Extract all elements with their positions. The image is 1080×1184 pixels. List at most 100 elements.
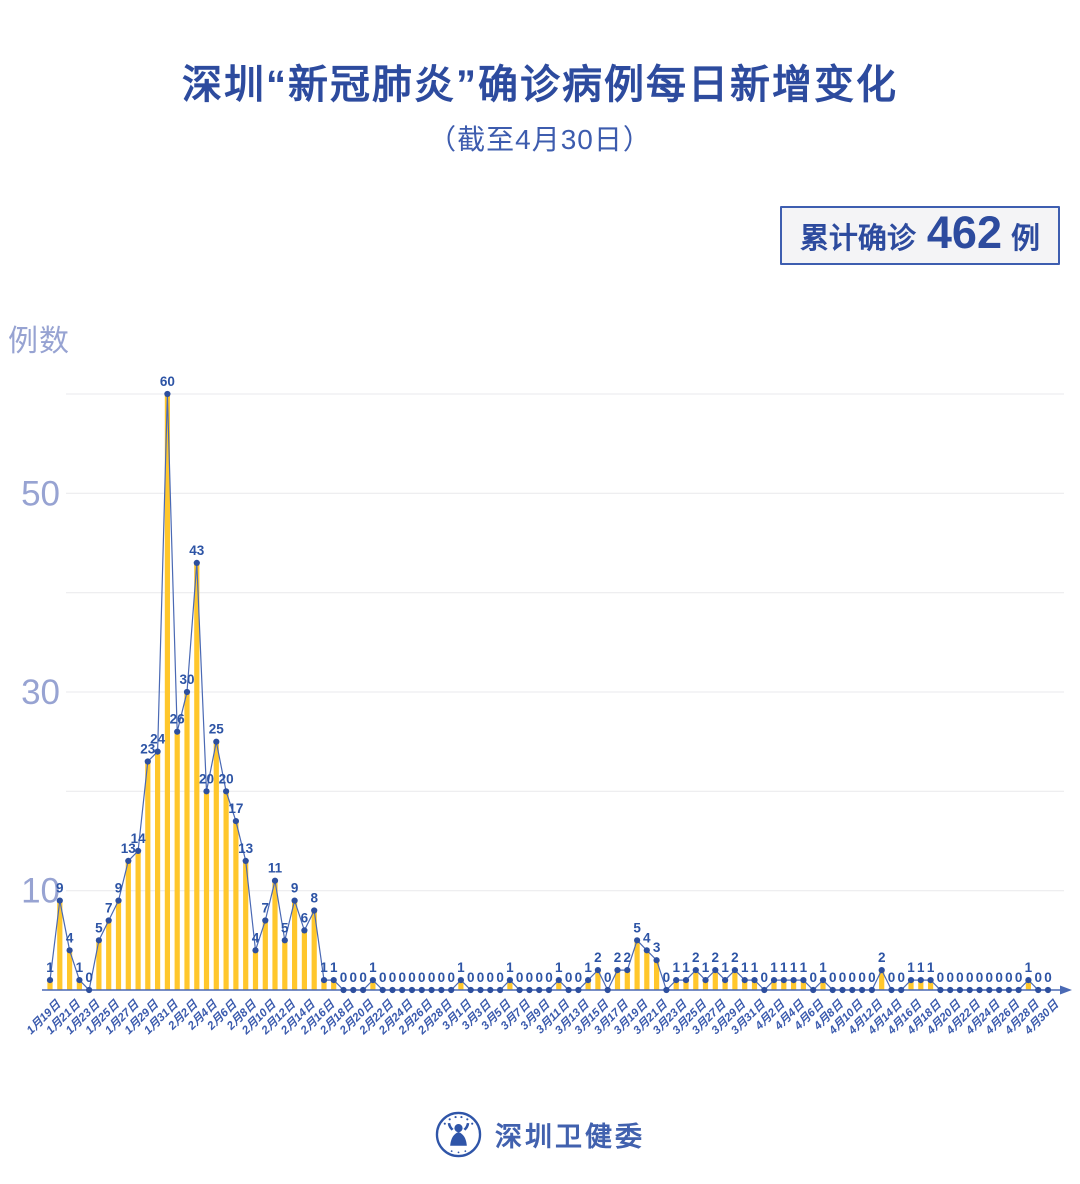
data-point (301, 927, 308, 934)
data-point (917, 977, 924, 984)
daily-new-cases-chart: 1030501941057913142324602630432025201713… (21, 374, 1072, 1038)
value-label: 0 (868, 970, 876, 985)
value-label: 0 (389, 970, 397, 985)
value-labels: 1941057913142324602630432025201713471159… (46, 374, 1052, 985)
value-label: 0 (966, 970, 974, 985)
data-point (722, 977, 729, 984)
value-label: 0 (340, 970, 348, 985)
value-label: 2 (692, 950, 700, 965)
value-label: 1 (369, 960, 377, 975)
value-label: 1 (741, 960, 749, 975)
bar (800, 980, 806, 990)
data-point (76, 977, 83, 984)
data-point (770, 977, 778, 984)
y-tick-label: 30 (21, 673, 60, 712)
data-point (320, 977, 328, 984)
value-label: 20 (199, 771, 214, 786)
bar (370, 980, 376, 990)
bar (243, 860, 249, 990)
data-points (46, 390, 1052, 994)
data-point (135, 847, 142, 855)
value-label: 1 (702, 960, 710, 975)
value-label: 1 (320, 960, 328, 975)
data-point (614, 967, 621, 974)
value-label: 1 (721, 960, 729, 975)
bar (331, 980, 337, 990)
data-point (193, 559, 200, 566)
data-point (594, 967, 602, 974)
value-label: 0 (526, 970, 534, 985)
data-point (86, 986, 93, 994)
y-axis-tick-labels: 10 30 50 (21, 474, 60, 910)
data-point (223, 788, 230, 795)
value-label: 1 (1025, 960, 1033, 975)
value-label: 1 (682, 960, 690, 975)
data-point (1025, 977, 1032, 984)
value-label: 1 (819, 960, 827, 975)
data-point (164, 390, 171, 398)
value-label: 13 (121, 841, 137, 856)
bar (702, 980, 709, 990)
value-label: 23 (140, 742, 156, 757)
value-label: 0 (350, 970, 358, 985)
value-label: 0 (888, 970, 896, 985)
bar (194, 562, 200, 990)
value-label: 13 (238, 841, 254, 856)
data-point (673, 977, 680, 984)
value-label: 0 (604, 970, 612, 985)
bar (732, 970, 738, 990)
value-label: 0 (516, 970, 524, 985)
value-label: 0 (487, 970, 495, 985)
data-point (986, 986, 993, 994)
data-point (428, 986, 435, 994)
bar (106, 920, 112, 990)
value-label: 5 (281, 920, 289, 935)
data-point (624, 967, 631, 974)
bar (624, 970, 630, 990)
data-point (262, 917, 269, 924)
value-label: 1 (770, 960, 778, 975)
data-point (467, 986, 474, 994)
value-label: 0 (467, 970, 475, 985)
data-point (800, 977, 807, 984)
value-label: 0 (986, 970, 994, 985)
bar (742, 980, 748, 990)
value-label: 11 (268, 861, 283, 876)
value-label: 2 (731, 950, 739, 965)
cumulative-confirmed-badge: 累计确诊 462 例 (779, 206, 1060, 265)
value-label: 1 (790, 960, 798, 975)
value-label: 1 (917, 960, 925, 975)
data-point (878, 967, 885, 974)
bar (135, 850, 141, 990)
data-point (360, 986, 367, 994)
value-label: 3 (653, 940, 661, 955)
data-point (497, 986, 504, 994)
data-point (692, 967, 699, 974)
footer: 深圳卫健委 (0, 1104, 1080, 1164)
value-label: 0 (829, 970, 837, 985)
bar (311, 910, 317, 990)
value-label: 1 (780, 960, 788, 975)
data-point (408, 986, 416, 994)
data-point (555, 977, 562, 984)
data-point (780, 977, 787, 984)
value-label: 0 (496, 970, 504, 985)
bar (57, 900, 63, 990)
value-label: 60 (160, 374, 175, 389)
footer-org-name: 深圳卫健委 (495, 1121, 645, 1152)
value-label: 6 (301, 910, 309, 925)
bar (223, 791, 229, 990)
bar (908, 980, 914, 990)
bar (791, 980, 797, 990)
data-point (330, 977, 337, 984)
bar (712, 970, 718, 990)
bar (722, 980, 728, 990)
value-label: 0 (937, 970, 945, 985)
value-label: 17 (228, 801, 243, 816)
bar (282, 940, 288, 990)
data-point (487, 986, 494, 994)
bar (683, 980, 689, 990)
data-point (516, 986, 523, 994)
data-point (389, 986, 396, 994)
